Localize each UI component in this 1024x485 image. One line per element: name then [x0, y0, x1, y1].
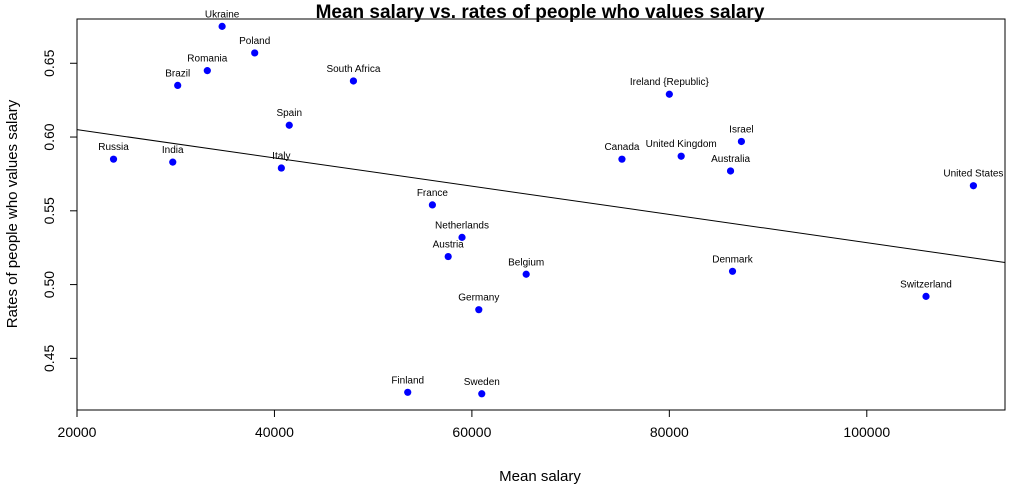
- data-point: [203, 67, 211, 75]
- data-point: [277, 164, 285, 172]
- point-label: France: [417, 188, 449, 199]
- point-label: Ukraine: [205, 9, 240, 20]
- point-label: Australia: [711, 154, 750, 165]
- point-labels: Ukraine Poland Romania Brazil South Africa Sp…: [98, 9, 1003, 387]
- point-label: United Kingdom: [646, 139, 717, 150]
- point-label: Austria: [433, 240, 465, 251]
- data-point: [737, 137, 746, 146]
- x-tick-label: 20000: [58, 424, 97, 440]
- data-point: [665, 90, 673, 98]
- point-label: United States: [943, 169, 1003, 180]
- data-point: [969, 182, 978, 190]
- data-point: [285, 121, 293, 129]
- point-label: Israel: [729, 124, 753, 135]
- point-label: Spain: [276, 108, 302, 119]
- data-point: [251, 49, 259, 57]
- point-label: Denmark: [712, 254, 754, 265]
- y-tick-label: 0.55: [41, 197, 57, 224]
- data-point: [428, 201, 437, 209]
- point-label: Sweden: [464, 377, 500, 388]
- y-tick-label: 0.65: [41, 49, 57, 76]
- point-label: Finland: [391, 375, 424, 386]
- y-tick-label: 0.45: [41, 345, 57, 372]
- data-point: [174, 81, 182, 89]
- plot-frame: [76, 18, 1006, 411]
- data-point: [522, 270, 530, 278]
- data-point: [349, 77, 358, 85]
- x-tick-label: 100000: [843, 424, 890, 440]
- data-point: [169, 158, 177, 166]
- chart-title: Mean salary vs. rates of people who valu…: [316, 2, 765, 23]
- data-point: [677, 152, 685, 160]
- y-tick-label: 0.60: [41, 123, 57, 150]
- x-axis-label: Mean salary: [499, 468, 581, 485]
- point-label: Russia: [98, 142, 129, 153]
- data-point: [404, 388, 412, 396]
- data-point: [618, 155, 626, 163]
- point-label: India: [162, 145, 184, 156]
- data-point: [478, 390, 486, 398]
- y-axis-label: Rates of people who values salary: [4, 99, 21, 328]
- x-tick-label: 60000: [452, 424, 491, 440]
- data-point: [475, 306, 483, 314]
- y-tick-label: 0.50: [41, 271, 57, 298]
- data-point: [458, 233, 466, 241]
- x-axis: 20000 40000 60000 80000 100000: [58, 410, 890, 440]
- y-axis: 0.45 0.50 0.55 0.60 0.65: [41, 49, 77, 372]
- point-label: Belgium: [508, 257, 544, 268]
- data-point: [728, 267, 737, 275]
- point-label: Italy: [272, 151, 290, 162]
- point-label: Canada: [604, 142, 639, 153]
- point-label: Ireland {Republic}: [630, 77, 710, 88]
- data-point: [922, 292, 930, 300]
- point-label: South Africa: [326, 64, 380, 75]
- data-point: [444, 252, 452, 261]
- point-label: Romania: [187, 54, 227, 65]
- point-label: Poland: [239, 36, 270, 47]
- x-tick-label: 80000: [650, 424, 689, 440]
- data-point: [726, 167, 735, 175]
- point-label: Brazil: [165, 68, 190, 79]
- point-label: Germany: [458, 293, 499, 304]
- data-point: [218, 22, 226, 30]
- point-label: Switzerland: [900, 279, 952, 290]
- x-tick-label: 40000: [255, 424, 294, 440]
- trend-line: [76, 129, 1006, 263]
- data-point: [109, 155, 118, 163]
- data-points: [109, 22, 978, 398]
- point-label: Netherlands: [435, 220, 489, 231]
